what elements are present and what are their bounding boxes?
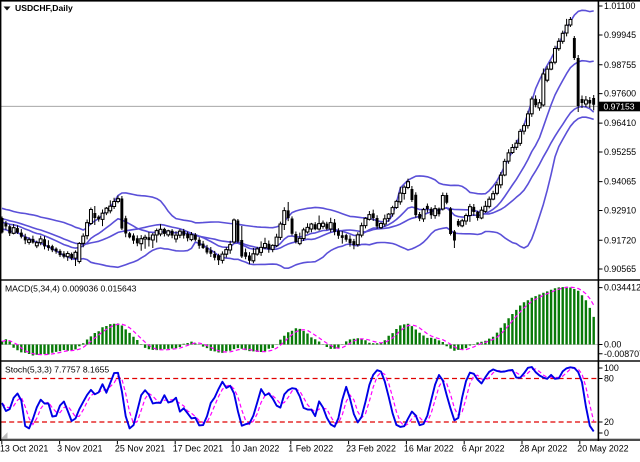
svg-text:10 Jan 2022: 10 Jan 2022	[231, 444, 280, 454]
svg-text:23 Feb 2022: 23 Feb 2022	[346, 444, 396, 454]
svg-text:0.96410: 0.96410	[604, 118, 636, 128]
svg-text:100: 100	[604, 363, 619, 373]
svg-text:25 Nov 2021: 25 Nov 2021	[115, 444, 165, 454]
svg-text:USDCHF,Daily: USDCHF,Daily	[15, 3, 73, 13]
svg-text:13 Oct 2021: 13 Oct 2021	[0, 444, 48, 454]
svg-text:17 Dec 2021: 17 Dec 2021	[173, 444, 223, 454]
svg-text:20 May 2022: 20 May 2022	[577, 444, 628, 454]
svg-text:1.01100: 1.01100	[604, 1, 635, 11]
svg-text:MACD(5,34,4) 0.009036 0.015643: MACD(5,34,4) 0.009036 0.015643	[5, 284, 137, 294]
svg-text:0.91720: 0.91720	[604, 235, 636, 245]
svg-text:Stoch(5,3,3) 7.7757 8.1655: Stoch(5,3,3) 7.7757 8.1655	[5, 365, 109, 375]
svg-text:80: 80	[604, 374, 614, 384]
svg-text:28 Apr 2022: 28 Apr 2022	[520, 444, 568, 454]
svg-text:0.98755: 0.98755	[604, 60, 636, 70]
svg-text:0.95255: 0.95255	[604, 147, 636, 157]
svg-text:0.97600: 0.97600	[604, 89, 636, 99]
svg-text:0.99945: 0.99945	[604, 30, 636, 40]
svg-text:0.94065: 0.94065	[604, 177, 636, 187]
svg-text:0.92910: 0.92910	[604, 206, 636, 216]
svg-text:16 Mar 2022: 16 Mar 2022	[404, 444, 454, 454]
svg-text:0: 0	[604, 428, 609, 438]
svg-text:0.90565: 0.90565	[604, 264, 636, 274]
svg-text:0.97153: 0.97153	[604, 101, 635, 111]
svg-text:0.034412: 0.034412	[604, 283, 640, 293]
svg-text:6 Apr 2022: 6 Apr 2022	[462, 444, 505, 454]
svg-text:3 Nov 2021: 3 Nov 2021	[57, 444, 102, 454]
svg-text:-0.008707: -0.008707	[604, 349, 640, 359]
svg-text:1 Feb 2022: 1 Feb 2022	[288, 444, 333, 454]
svg-text:20: 20	[604, 417, 614, 427]
